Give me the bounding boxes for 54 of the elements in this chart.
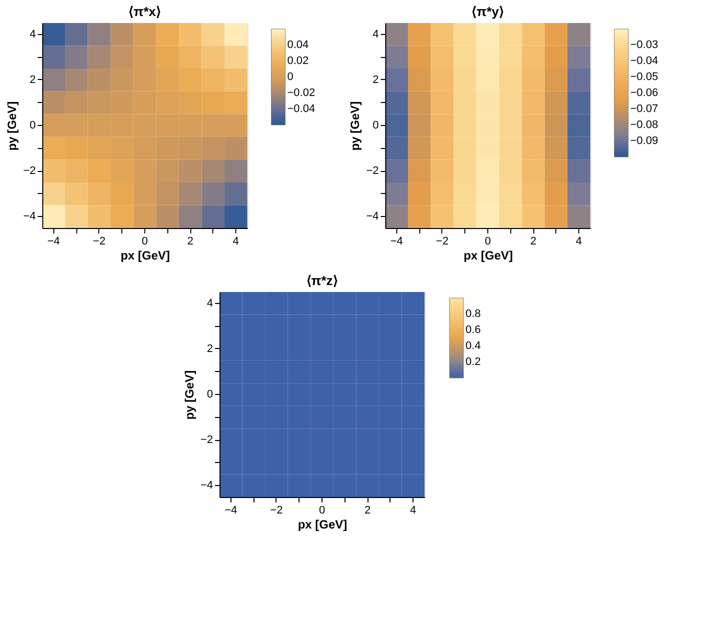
color-bar-label: 0.8 <box>466 308 481 320</box>
y-tick-label: 4 <box>372 28 379 40</box>
color-bar-label: 0 <box>287 71 294 83</box>
color-bar-label: −0.03 <box>630 39 658 51</box>
y-tick-label: −4 <box>23 210 36 223</box>
chart-title: ⟨π*y⟩ <box>472 4 504 19</box>
color-bar-label: −0.05 <box>630 71 658 83</box>
x-tick-label: 0 <box>484 236 491 248</box>
x-tick-label: 0 <box>318 504 326 516</box>
y-tick-label: 4 <box>30 28 36 40</box>
color-bar-label: −0.06 <box>630 87 658 99</box>
y-tick-label: −4 <box>200 480 213 492</box>
y-tick-label: 4 <box>206 297 213 310</box>
color-bar-label: 0.04 <box>287 39 309 51</box>
color-bar-label: −0.04 <box>287 103 316 115</box>
chart-title: ⟨π*x⟩ <box>128 4 161 19</box>
y-tick-label: 0 <box>206 388 213 400</box>
y-tick-label: 0 <box>372 120 379 132</box>
y-axis-title: py [GeV] <box>348 101 362 151</box>
y-tick-label: 2 <box>206 342 213 355</box>
x-tick-label: −4 <box>390 236 403 248</box>
y-tick-label: −2 <box>366 165 379 178</box>
x-axis-title: px [GeV] <box>120 248 170 262</box>
x-tick-label: −2 <box>436 236 448 248</box>
x-tick-label: 2 <box>530 236 536 248</box>
x-tick-label: −2 <box>92 236 106 248</box>
y-tick-label: −4 <box>366 210 379 223</box>
color-bar-label: 0.6 <box>466 324 481 336</box>
y-tick-label: −2 <box>23 165 36 178</box>
x-tick-label: 2 <box>187 236 194 248</box>
color-bar-label: −0.02 <box>287 87 316 99</box>
x-tick-label: 4 <box>232 236 239 248</box>
color-bar-label: 0.2 <box>466 356 481 368</box>
y-axis-title: py [GeV] <box>5 101 20 151</box>
x-tick-label: 4 <box>576 236 582 248</box>
y-tick-label: 2 <box>30 74 36 86</box>
color-bar-label: −0.04 <box>630 55 658 67</box>
x-tick-label: −4 <box>224 504 238 516</box>
color-bar-label: −0.09 <box>630 135 658 147</box>
y-axis-title: py [GeV] <box>182 370 196 420</box>
y-tick-label: −2 <box>200 434 213 446</box>
y-tick-label: 0 <box>30 120 36 132</box>
x-tick-label: −2 <box>270 504 283 516</box>
x-axis-title: px [GeV] <box>298 518 348 532</box>
color-bar-label: 0.02 <box>287 55 309 67</box>
color-bar-label: 0.4 <box>466 340 481 352</box>
color-bar-label: −0.08 <box>630 119 658 131</box>
x-tick-label: −4 <box>47 236 60 248</box>
x-tick-label: 0 <box>142 236 148 248</box>
color-bar-label: −0.07 <box>630 103 658 115</box>
x-tick-label: 4 <box>410 504 416 516</box>
x-axis-title: px [GeV] <box>464 248 513 262</box>
y-tick-label: 2 <box>372 74 379 86</box>
chart-title: ⟨π*z⟩ <box>306 273 338 288</box>
